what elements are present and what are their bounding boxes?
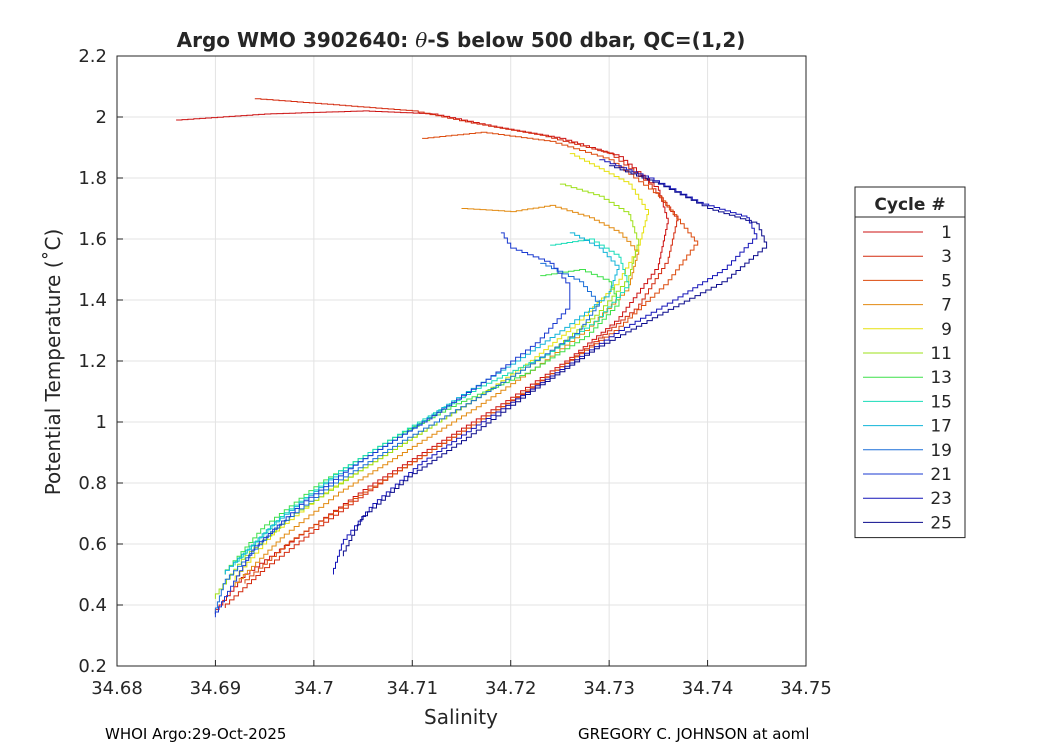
x-tick-label: 34.69 bbox=[190, 678, 242, 699]
footer-credit-right: GREGORY C. JOHNSON at aoml bbox=[578, 725, 810, 743]
chart-title-prefix: Argo WMO 3902640: bbox=[177, 28, 416, 52]
legend-label: 7 bbox=[941, 296, 952, 316]
series-line-cycle-5 bbox=[244, 131, 699, 584]
plot-frame bbox=[116, 55, 807, 667]
chart-title-symbol: θ bbox=[415, 28, 427, 52]
y-tick-label: 1.4 bbox=[78, 290, 107, 311]
legend-title: Cycle # bbox=[874, 195, 945, 215]
x-tick-label: 34.74 bbox=[682, 678, 734, 699]
series-layer bbox=[176, 98, 768, 618]
legend-label: 17 bbox=[930, 417, 952, 437]
legend-label: 19 bbox=[930, 441, 952, 461]
y-tick-label: 1.8 bbox=[78, 168, 107, 189]
y-tick-label: 1.6 bbox=[78, 229, 107, 250]
legend-label: 9 bbox=[941, 320, 952, 340]
y-tick-label: 0.8 bbox=[78, 473, 107, 494]
x-tick-label: 34.72 bbox=[485, 678, 537, 699]
x-tick-label: 34.7 bbox=[294, 678, 334, 699]
grid-lines bbox=[116, 55, 807, 667]
legend-label: 11 bbox=[930, 344, 952, 364]
series-line-cycle-21 bbox=[214, 232, 571, 618]
legend-label: 21 bbox=[930, 465, 952, 485]
chart-title-suffix: -S below 500 dbar, QC=(1,2) bbox=[427, 28, 745, 52]
y-tick-label: 0.4 bbox=[78, 595, 107, 616]
chart-title: Argo WMO 3902640: θ-S below 500 dbar, QC… bbox=[177, 28, 746, 52]
x-axis-label: Salinity bbox=[424, 705, 498, 729]
series-line-cycle-19 bbox=[214, 262, 600, 615]
footer-credit-left: WHOI Argo:29-Oct-2025 bbox=[105, 725, 287, 743]
y-tick-label: 2.2 bbox=[78, 46, 107, 67]
x-tick-label: 34.68 bbox=[91, 678, 143, 699]
y-tick-label: 0.6 bbox=[78, 534, 107, 555]
legend-label: 3 bbox=[941, 247, 952, 267]
legend-label: 1 bbox=[941, 223, 952, 243]
x-tick-label: 34.71 bbox=[387, 678, 439, 699]
y-tick-label: 1.2 bbox=[78, 351, 107, 372]
y-tick-label: 1 bbox=[96, 412, 107, 433]
y-tick-label: 0.2 bbox=[78, 656, 107, 677]
legend-label: 15 bbox=[930, 392, 952, 412]
x-tick-label: 34.75 bbox=[780, 678, 832, 699]
series-line-cycle-23 bbox=[333, 159, 758, 575]
legend-label: 5 bbox=[941, 271, 952, 291]
y-tick-label: 2 bbox=[96, 107, 107, 128]
x-tick-label: 34.73 bbox=[583, 678, 635, 699]
legend-label: 23 bbox=[930, 489, 952, 509]
legend-label: 25 bbox=[930, 513, 952, 533]
y-axis-label: Potential Temperature (˚C) bbox=[41, 229, 65, 496]
series-line-cycle-7 bbox=[234, 204, 640, 587]
legend-label: 13 bbox=[930, 368, 952, 388]
x-tick-labels: 34.68 34.69 34.7 34.71 34.72 34.73 34.74 34.75 bbox=[91, 678, 832, 699]
series-line-cycle-3 bbox=[224, 98, 679, 608]
series-line-cycle-25 bbox=[342, 165, 768, 557]
y-tick-labels: 0.2 0.4 0.6 0.8 1 1.2 1.4 1.6 1.8 2 2.2 bbox=[78, 46, 107, 677]
legend-box bbox=[854, 186, 966, 539]
